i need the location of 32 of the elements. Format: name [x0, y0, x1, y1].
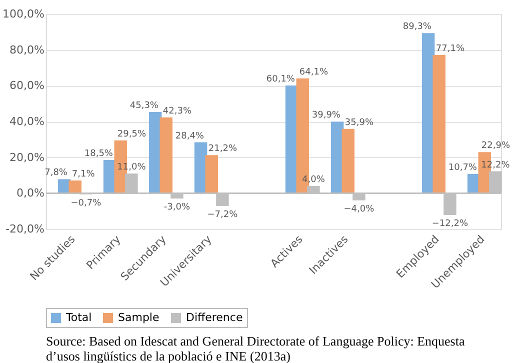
- y-tick-label: 100,0%: [2, 8, 44, 20]
- data-label: 7,8%: [44, 168, 68, 178]
- data-label: 7,1%: [72, 169, 96, 180]
- data-label: 60,1%: [266, 74, 296, 84]
- data-label: 21,2%: [208, 144, 238, 154]
- legend-label: Difference: [186, 311, 243, 324]
- data-label: 42,3%: [162, 106, 192, 116]
- y-tick-label: 80,0%: [10, 43, 44, 56]
- data-label: −4,0%: [344, 204, 375, 214]
- legend-label: Sample: [118, 311, 160, 324]
- data-label: −7,2%: [207, 210, 238, 220]
- data-label: -3,0%: [164, 202, 190, 213]
- y-tick-label: 60,0%: [10, 79, 44, 92]
- y-tick-label: 20,0%: [10, 150, 44, 164]
- data-label: 45,3%: [130, 101, 159, 112]
- data-label: 18,5%: [84, 149, 114, 160]
- legend-label: Total: [65, 311, 92, 324]
- y-tick-label: 40,0%: [10, 115, 44, 128]
- data-label: 64,1%: [299, 67, 328, 78]
- data-label: 28,4%: [175, 131, 204, 142]
- data-label: −12,2%: [432, 219, 468, 230]
- data-label: 77,1%: [436, 44, 465, 54]
- data-label: 10,7%: [448, 162, 478, 173]
- data-label: 29,5%: [117, 129, 146, 140]
- data-label: 22,9%: [481, 141, 510, 152]
- data-label: 89,3%: [402, 22, 432, 32]
- source-note: Source: Based on Idescat and General Directorate of Language Policy: Enquesta d’usos lingüístics de la població e INE (2013a): [46, 334, 465, 363]
- data-label: 39,9%: [312, 110, 341, 121]
- y-tick-label: 0,0%: [16, 186, 44, 200]
- y-tick-label: -20,0%: [6, 222, 44, 236]
- data-label: −0,7%: [70, 198, 102, 208]
- data-label: 35,9%: [344, 118, 374, 128]
